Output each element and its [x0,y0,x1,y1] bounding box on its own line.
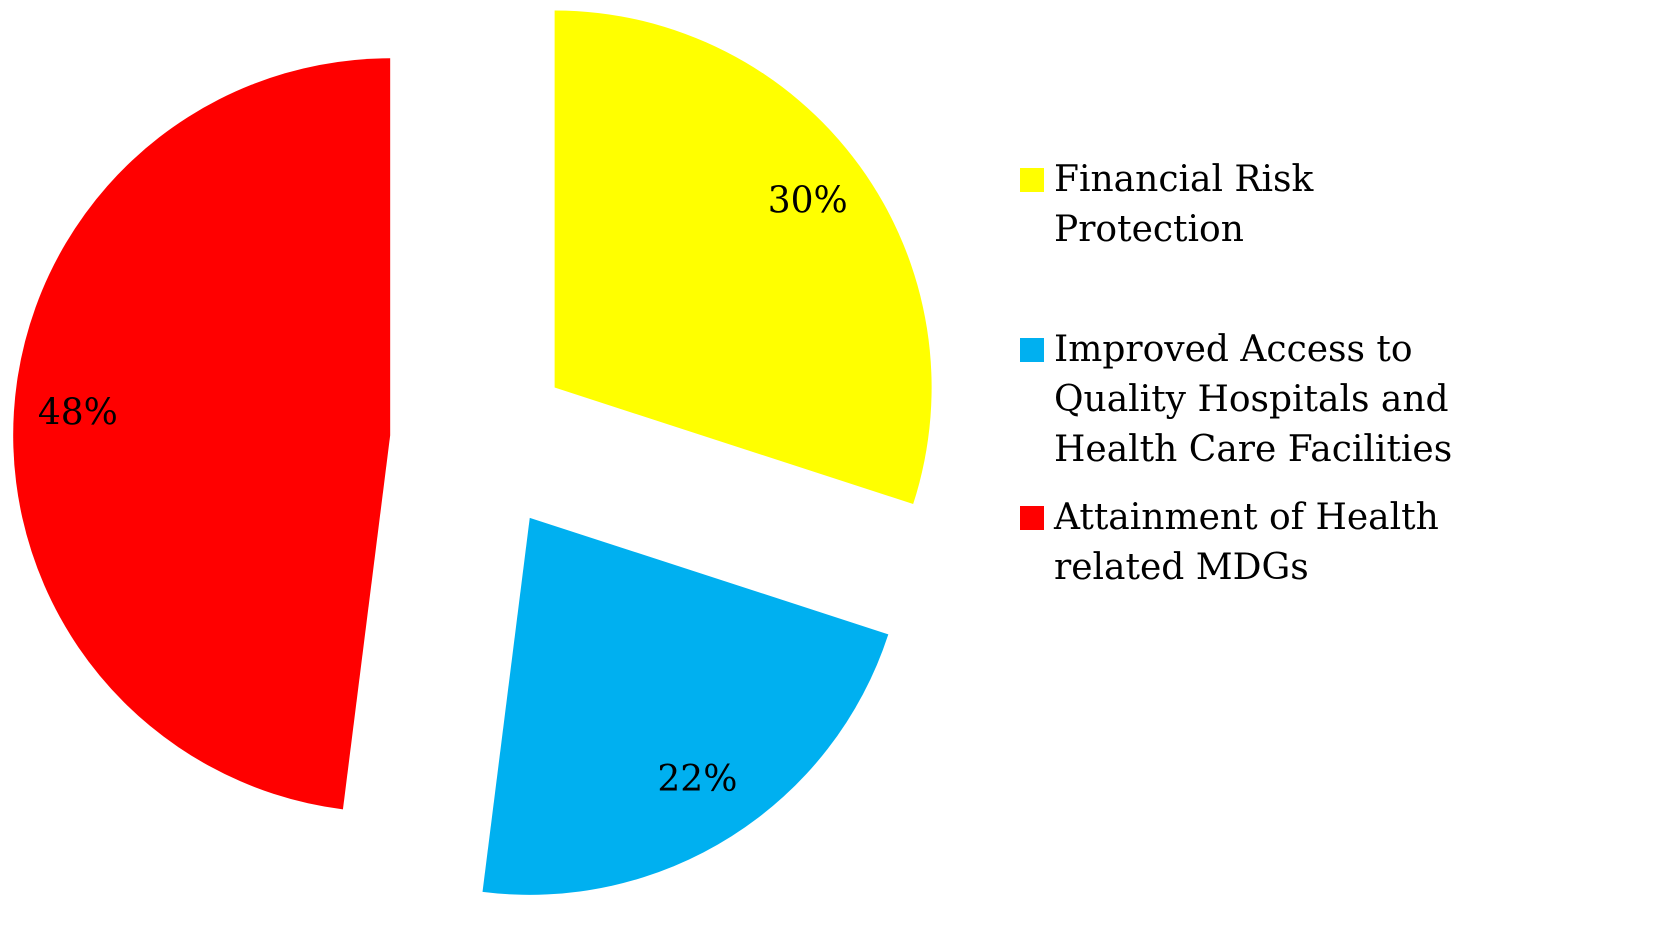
data-label: 30% [768,181,848,222]
legend-swatch [1020,168,1044,192]
legend-label: Attainment of Health related MDGs [1054,497,1439,588]
data-label: 22% [657,759,737,800]
pie-slice [13,58,391,810]
legend-swatch [1020,338,1044,362]
legend-label: Financial Risk Protection [1054,159,1314,250]
legend-item: Attainment of Health related MDGs [1020,493,1620,593]
pie-slice [554,10,932,505]
legend-item: Financial Risk Protection [1020,155,1620,255]
pie-slice [482,517,889,895]
legend-swatch [1020,506,1044,530]
legend-item: Improved Access to Quality Hospitals and… [1020,325,1620,475]
data-label: 48% [38,393,118,434]
legend-label: Improved Access to Quality Hospitals and… [1054,329,1453,470]
